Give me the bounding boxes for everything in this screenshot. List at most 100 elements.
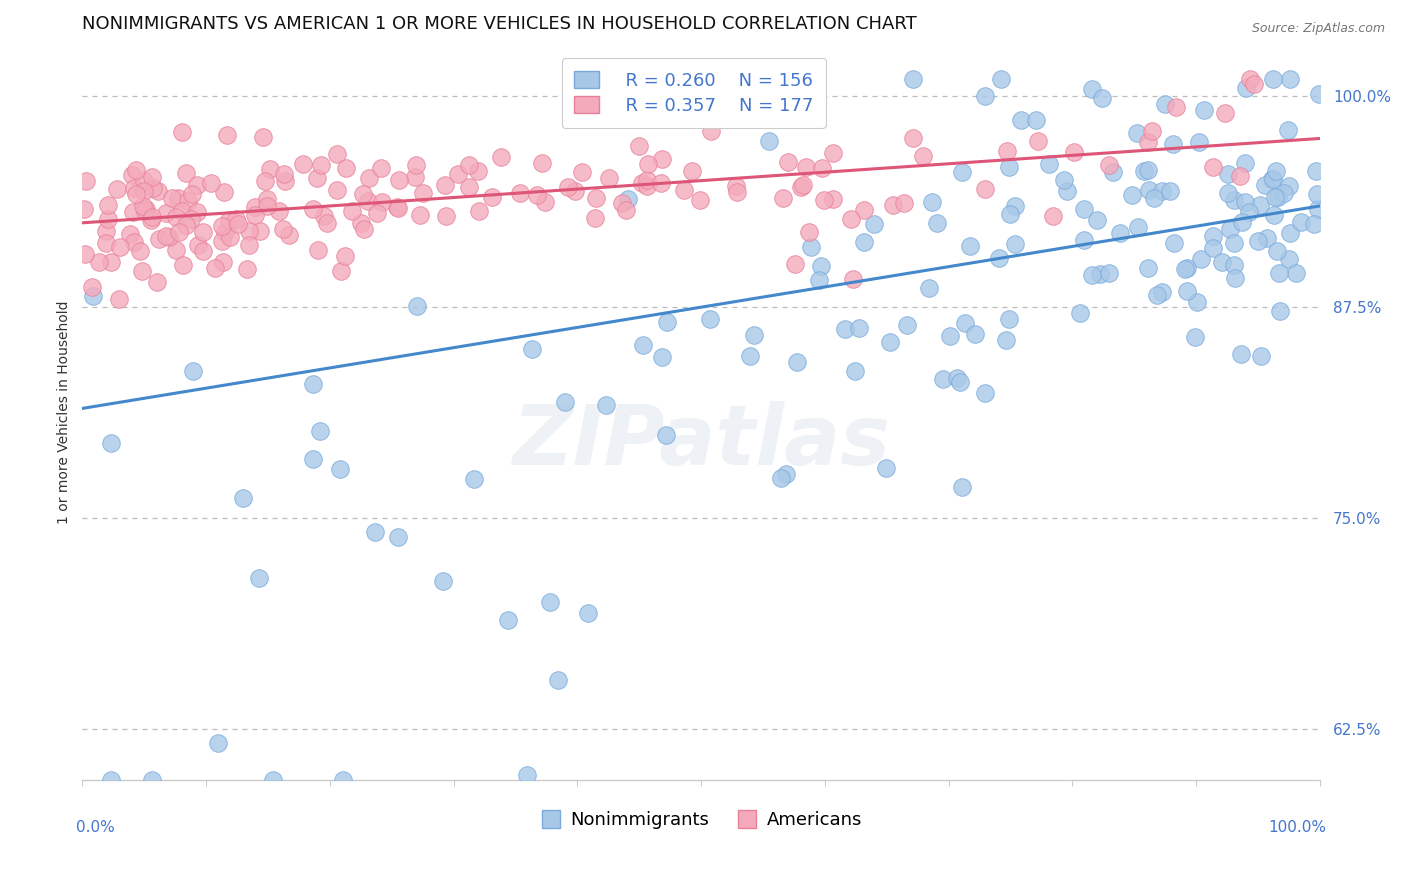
Point [557, 179, 579, 194]
Point [387, 200, 409, 214]
Point [1219, 222, 1241, 236]
Point [1229, 346, 1251, 360]
Point [650, 177, 672, 191]
Point [1267, 190, 1289, 204]
Point [1225, 270, 1247, 285]
Point [724, 178, 747, 193]
Point [778, 155, 800, 169]
Point [135, 202, 157, 216]
Point [744, 327, 766, 342]
Point [409, 208, 432, 222]
Point [100, 436, 122, 450]
Point [844, 364, 866, 378]
Point [125, 186, 148, 201]
Point [340, 204, 363, 219]
Point [585, 191, 607, 205]
Point [918, 280, 941, 294]
Point [1174, 262, 1197, 277]
Point [148, 185, 170, 199]
Point [538, 595, 561, 609]
Point [896, 318, 918, 333]
Point [953, 316, 976, 330]
Point [651, 152, 673, 166]
Point [932, 372, 955, 386]
Point [823, 145, 845, 160]
Point [174, 166, 197, 180]
Point [612, 196, 634, 211]
Point [1004, 237, 1026, 252]
Point [122, 181, 145, 195]
Point [226, 217, 249, 231]
Point [1305, 163, 1327, 178]
Point [595, 398, 617, 412]
Point [134, 184, 156, 198]
Point [249, 224, 271, 238]
Point [252, 129, 274, 144]
Point [134, 204, 156, 219]
Point [879, 335, 901, 350]
Point [790, 180, 813, 194]
Point [232, 491, 254, 505]
Point [326, 183, 349, 197]
Point [292, 156, 315, 170]
Point [1154, 96, 1177, 111]
Point [1132, 163, 1154, 178]
Point [700, 124, 723, 138]
Point [253, 174, 276, 188]
Point [307, 244, 329, 258]
Point [627, 139, 650, 153]
Point [1004, 199, 1026, 213]
Point [132, 198, 155, 212]
Point [330, 264, 353, 278]
Point [1042, 209, 1064, 223]
Point [333, 249, 356, 263]
Point [183, 364, 205, 378]
Point [447, 167, 470, 181]
Point [1278, 72, 1301, 87]
Point [212, 255, 235, 269]
Text: ZIPatlas: ZIPatlas [512, 401, 890, 483]
Point [1285, 266, 1308, 280]
Point [489, 150, 512, 164]
Point [576, 606, 599, 620]
Point [457, 180, 479, 194]
Point [1080, 81, 1102, 95]
Point [1073, 202, 1095, 216]
Text: 100.0%: 100.0% [1268, 820, 1326, 835]
Point [105, 182, 128, 196]
Point [1010, 112, 1032, 127]
Point [921, 195, 943, 210]
Point [238, 224, 260, 238]
Point [1098, 266, 1121, 280]
Point [758, 134, 780, 148]
Point [1175, 284, 1198, 298]
Point [990, 72, 1012, 87]
Point [214, 225, 236, 239]
Point [995, 333, 1018, 347]
Point [1230, 215, 1253, 229]
Point [187, 238, 209, 252]
Legend: Nonimmigrants, Americans: Nonimmigrants, Americans [533, 805, 870, 837]
Point [853, 202, 876, 217]
Point [740, 349, 762, 363]
Point [432, 574, 454, 588]
Point [998, 160, 1021, 174]
Point [1250, 349, 1272, 363]
Point [1268, 266, 1291, 280]
Point [108, 292, 131, 306]
Point [636, 173, 658, 187]
Point [848, 321, 870, 335]
Point [387, 201, 409, 215]
Point [655, 315, 678, 329]
Point [301, 202, 323, 216]
Point [1126, 220, 1149, 235]
Point [1185, 294, 1208, 309]
Point [1146, 287, 1168, 301]
Point [273, 167, 295, 181]
Point [94, 224, 117, 238]
Point [1265, 244, 1288, 258]
Point [481, 190, 503, 204]
Point [207, 736, 229, 750]
Point [186, 205, 208, 219]
Point [839, 211, 862, 226]
